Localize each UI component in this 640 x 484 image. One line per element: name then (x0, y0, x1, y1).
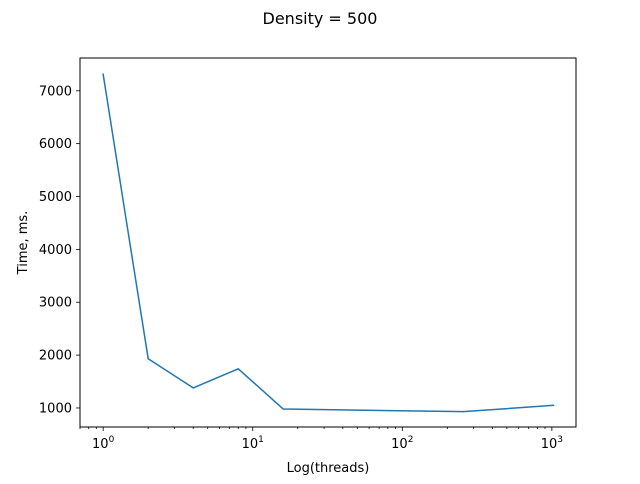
y-tick-label: 3000 (39, 296, 72, 311)
y-tick-label: 5000 (39, 190, 72, 205)
data-point (147, 358, 149, 360)
x-tick-label: 102 (391, 435, 413, 452)
x-tick-label: 101 (242, 435, 264, 452)
y-axis: 1000 2000 3000 4000 5000 6000 7000 (39, 84, 80, 416)
x-axis-label: Log(threads) (287, 461, 370, 476)
x-tick-label: 103 (541, 435, 563, 452)
y-tick-label: 2000 (39, 349, 72, 364)
y-tick-label: 7000 (39, 84, 72, 99)
y-axis-label: Time, ms. (16, 211, 31, 276)
plot-area (102, 73, 555, 413)
data-point (192, 387, 194, 389)
data-point (102, 73, 104, 76)
x-tick-label: 100 (92, 435, 115, 452)
chart-title: Density = 500 (263, 9, 378, 28)
y-tick-label: 6000 (39, 137, 72, 152)
data-point (282, 408, 285, 410)
series-line-1 (102, 73, 555, 413)
x-axis: 100 101 102 103 (79, 427, 563, 452)
data-point (552, 404, 555, 407)
plot-frame (79, 57, 577, 428)
data-point (462, 410, 465, 413)
y-tick-label: 1000 (39, 401, 72, 416)
y-tick-label: 4000 (39, 243, 72, 258)
data-point (237, 368, 239, 370)
